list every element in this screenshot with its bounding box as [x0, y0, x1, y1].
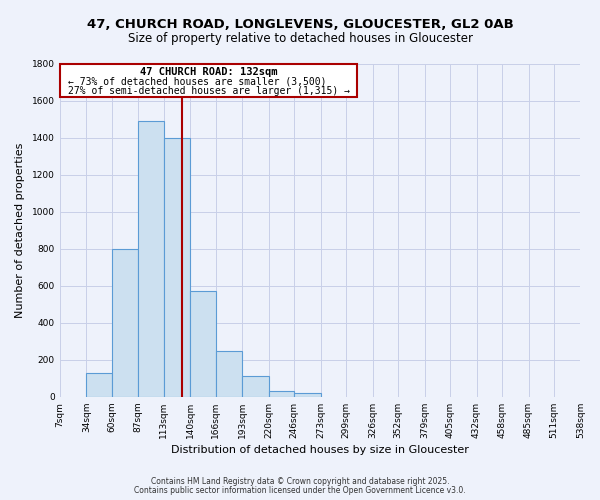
Bar — [216, 350, 242, 397]
Bar — [269, 392, 294, 397]
Text: Contains HM Land Registry data © Crown copyright and database right 2025.: Contains HM Land Registry data © Crown c… — [151, 477, 449, 486]
X-axis label: Distribution of detached houses by size in Gloucester: Distribution of detached houses by size … — [171, 445, 469, 455]
FancyBboxPatch shape — [60, 64, 357, 97]
Bar — [86, 372, 112, 397]
Bar — [242, 376, 269, 397]
Bar — [294, 393, 320, 397]
Bar — [112, 248, 138, 397]
Y-axis label: Number of detached properties: Number of detached properties — [15, 142, 25, 318]
Text: 47, CHURCH ROAD, LONGLEVENS, GLOUCESTER, GL2 0AB: 47, CHURCH ROAD, LONGLEVENS, GLOUCESTER,… — [86, 18, 514, 30]
Text: ← 73% of detached houses are smaller (3,500): ← 73% of detached houses are smaller (3,… — [68, 77, 326, 87]
Bar — [164, 138, 190, 397]
Text: Size of property relative to detached houses in Gloucester: Size of property relative to detached ho… — [128, 32, 473, 45]
Bar — [190, 292, 216, 397]
Text: 47 CHURCH ROAD: 132sqm: 47 CHURCH ROAD: 132sqm — [140, 67, 277, 77]
Text: Contains public sector information licensed under the Open Government Licence v3: Contains public sector information licen… — [134, 486, 466, 495]
Text: 27% of semi-detached houses are larger (1,315) →: 27% of semi-detached houses are larger (… — [68, 86, 350, 97]
Bar — [138, 121, 164, 397]
